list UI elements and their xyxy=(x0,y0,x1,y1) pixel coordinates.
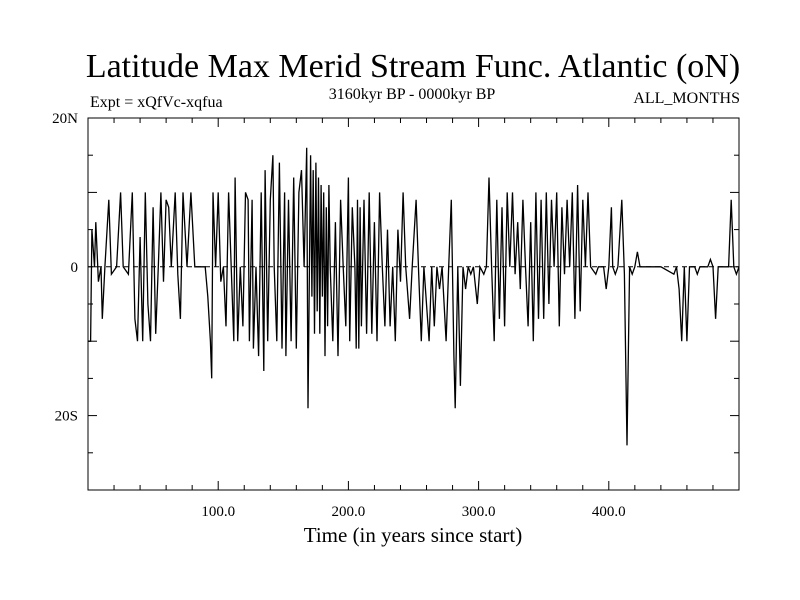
series-line xyxy=(88,147,740,446)
months-label: ALL_MONTHS xyxy=(633,90,740,107)
x-tick-label: 200.0 xyxy=(332,504,366,520)
experiment-label: Expt = xQfVc-xqfua xyxy=(90,94,223,111)
time-range-label: 3160kyr BP - 0000kyr BP xyxy=(329,86,496,103)
x-tick-labels: 100.0 200.0 300.0 400.0 xyxy=(201,504,625,520)
y-tick-label: 0 xyxy=(71,260,79,276)
y-tick-label: 20S xyxy=(55,409,78,425)
x-tick-label: 300.0 xyxy=(462,504,496,520)
x-tick-label: 100.0 xyxy=(201,504,235,520)
y-tick-labels: 20N 0 20S xyxy=(52,111,78,425)
x-axis-title: Time (in years since start) xyxy=(304,523,523,547)
plot-frame xyxy=(87,117,740,491)
y-tick-label: 20N xyxy=(52,111,78,127)
x-tick-label: 400.0 xyxy=(592,504,626,520)
minor-ticks xyxy=(88,118,739,490)
chart-title: Latitude Max Merid Stream Func. Atlantic… xyxy=(86,48,740,85)
